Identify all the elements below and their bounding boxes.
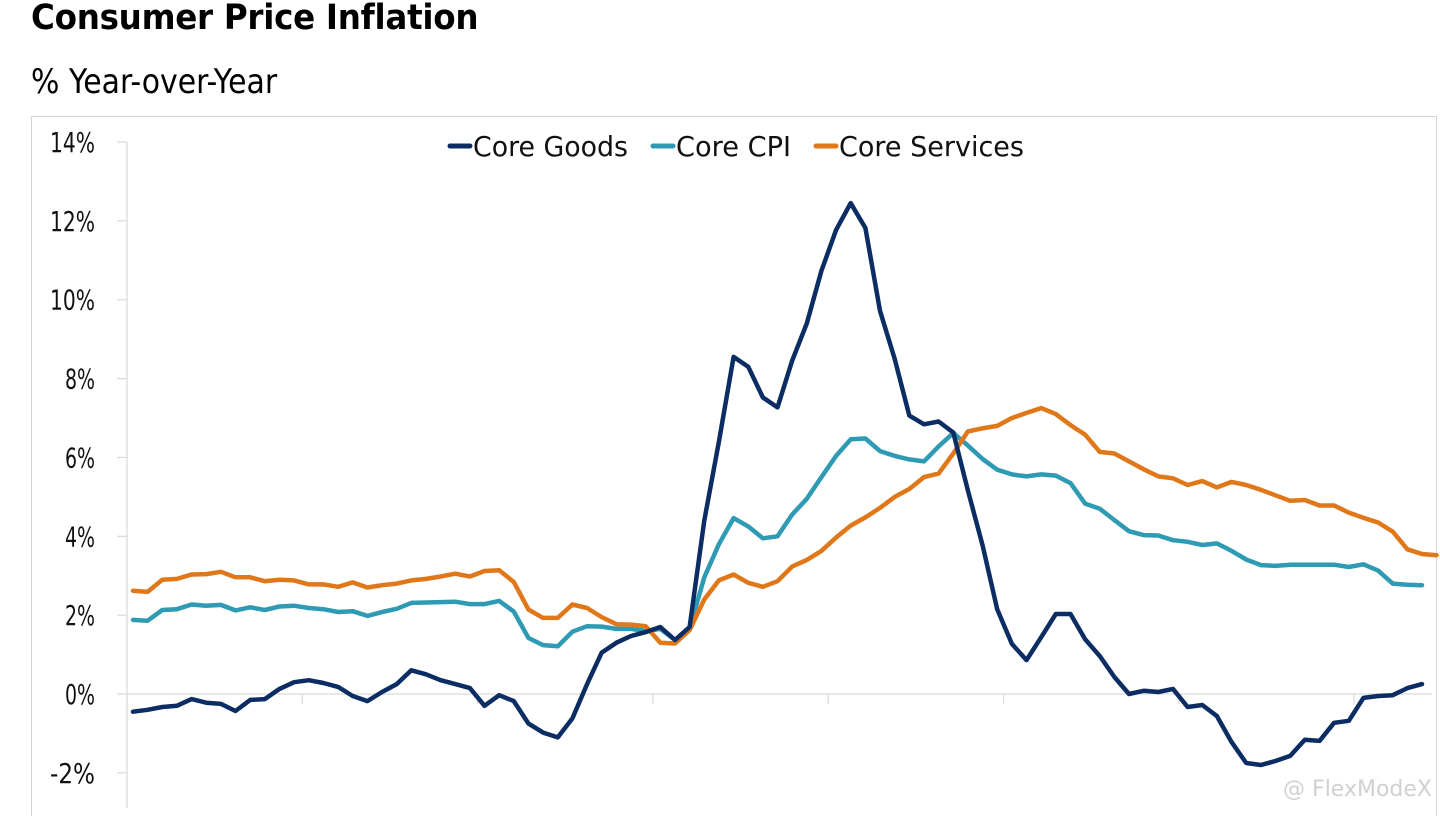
watermark: @ FlexModeX bbox=[1283, 777, 1432, 802]
y-tick-label: 14% bbox=[50, 126, 95, 159]
legend-item: Core Services bbox=[813, 130, 1024, 163]
series-line-core-cpi bbox=[130, 430, 1425, 649]
y-tick-label: 6% bbox=[65, 441, 95, 474]
y-tick-label: 2% bbox=[65, 599, 95, 632]
legend-label: Core CPI bbox=[676, 130, 791, 163]
y-tick-label: 8% bbox=[65, 363, 95, 396]
y-tick-label: 12% bbox=[50, 205, 95, 238]
chart-frame bbox=[31, 116, 1437, 816]
y-axis-ticks: -2% 0% 2% 4% 6% 8% 10% 12% 14% bbox=[50, 126, 127, 790]
series-lines bbox=[130, 200, 1439, 768]
y-tick-label: 4% bbox=[65, 520, 95, 553]
legend-item: Core Goods bbox=[447, 130, 628, 163]
chart-subtitle: % Year-over-Year bbox=[31, 62, 278, 102]
y-tick-label: -2% bbox=[50, 757, 95, 790]
y-tick-label: 0% bbox=[65, 678, 95, 711]
y-tick-label: 10% bbox=[50, 284, 95, 317]
legend-label: Core Goods bbox=[473, 130, 628, 163]
series-line-core-goods bbox=[130, 200, 1425, 768]
legend-label: Core Services bbox=[839, 130, 1024, 163]
legend: Core Goods Core CPI Core Services bbox=[447, 130, 1024, 163]
legend-item: Core CPI bbox=[650, 130, 791, 163]
chart-title: Consumer Price Inflation bbox=[31, 0, 479, 38]
series-line-core-services bbox=[130, 405, 1439, 646]
axes bbox=[126, 142, 1432, 808]
